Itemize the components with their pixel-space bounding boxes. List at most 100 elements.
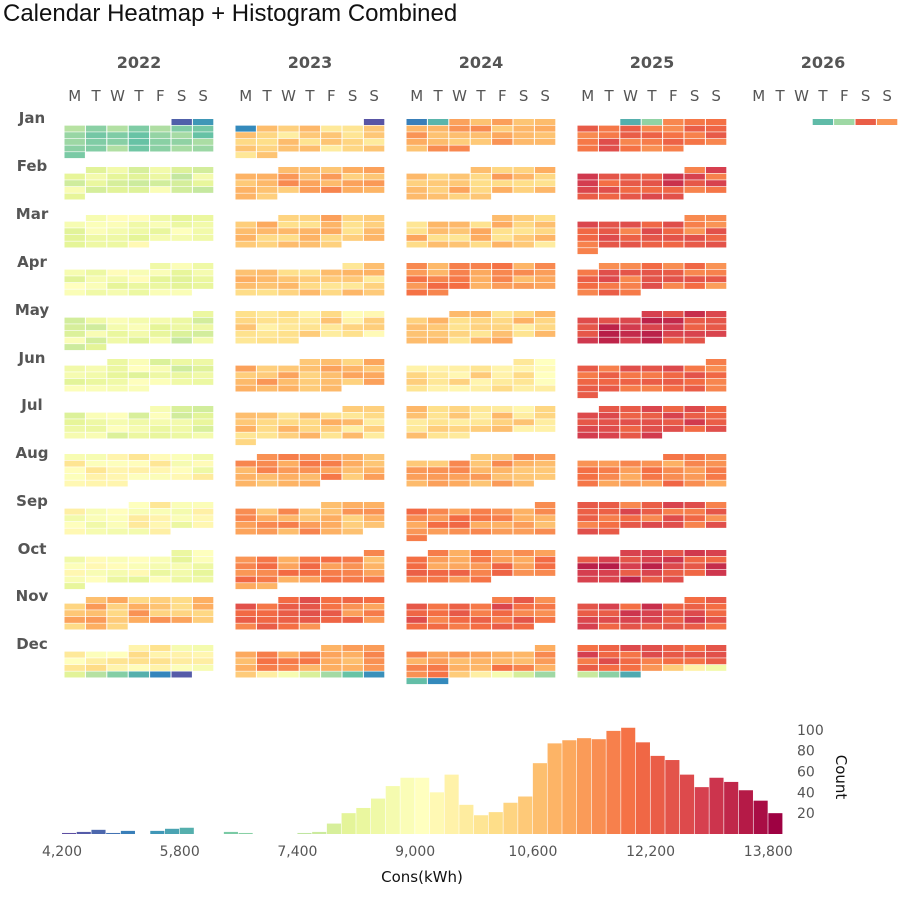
calendar-day-cell bbox=[598, 556, 620, 563]
calendar-day-cell bbox=[64, 372, 85, 379]
calendar-day-cell bbox=[705, 221, 727, 228]
calendar-day-cell bbox=[64, 145, 85, 152]
histogram-bar bbox=[621, 727, 636, 834]
month-label: Mar bbox=[16, 205, 49, 223]
calendar-day-cell bbox=[150, 234, 171, 241]
calendar-day-cell bbox=[299, 671, 321, 678]
calendar-day-cell bbox=[256, 365, 278, 372]
calendar-day-cell bbox=[705, 616, 727, 623]
calendar-day-cell bbox=[513, 623, 534, 630]
calendar-day-cell bbox=[663, 412, 684, 419]
calendar-day-cell bbox=[64, 432, 85, 439]
calendar-day-cell bbox=[705, 597, 727, 603]
calendar-day-cell bbox=[192, 330, 214, 337]
calendar-day-cell bbox=[64, 610, 85, 617]
calendar-day-cell bbox=[470, 521, 492, 528]
calendar-day-cell bbox=[342, 412, 363, 419]
calendar-day-cell bbox=[107, 576, 128, 583]
calendar-day-cell bbox=[598, 221, 620, 228]
calendar-day-cell bbox=[470, 556, 492, 563]
calendar-day-cell bbox=[427, 385, 449, 392]
calendar-day-cell bbox=[470, 528, 492, 535]
calendar-day-cell bbox=[534, 221, 556, 228]
calendar-day-cell bbox=[342, 378, 363, 385]
calendar-day-cell bbox=[513, 186, 534, 193]
calendar-day-cell bbox=[321, 419, 342, 426]
calendar-day-cell bbox=[235, 521, 256, 528]
calendar-day-cell bbox=[470, 425, 492, 432]
calendar-day-cell bbox=[684, 603, 705, 610]
calendar-day-cell bbox=[150, 521, 171, 528]
calendar-day-cell bbox=[406, 616, 427, 623]
calendar-day-cell bbox=[663, 337, 684, 344]
calendar-day-cell bbox=[85, 173, 107, 180]
calendar-day-cell bbox=[534, 569, 556, 576]
calendar-day-cell bbox=[427, 317, 449, 324]
calendar-day-cell bbox=[641, 664, 663, 671]
calendar-day-cell bbox=[107, 228, 128, 235]
calendar-day-cell bbox=[299, 234, 321, 241]
calendar-day-cell bbox=[534, 515, 556, 522]
calendar-day-cell bbox=[470, 337, 492, 344]
histogram-bar bbox=[753, 800, 768, 834]
month-label: Oct bbox=[18, 540, 47, 558]
calendar-day-cell bbox=[150, 502, 171, 508]
calendar-day-cell bbox=[406, 180, 427, 187]
calendar-day-cell bbox=[513, 372, 534, 379]
calendar-day-cell bbox=[321, 603, 342, 610]
calendar-day-cell bbox=[705, 317, 727, 324]
calendar-day-cell bbox=[513, 173, 534, 180]
histogram-bar bbox=[635, 742, 650, 834]
calendar-day-cell bbox=[449, 269, 470, 276]
calendar-day-cell bbox=[235, 563, 256, 570]
calendar-day-cell bbox=[192, 337, 214, 344]
calendar-day-cell bbox=[427, 556, 449, 563]
weekday-label: S bbox=[348, 87, 358, 105]
calendar-day-cell bbox=[427, 473, 449, 480]
calendar-day-cell bbox=[150, 221, 171, 228]
calendar-day-cell bbox=[492, 330, 513, 337]
histogram-bar bbox=[768, 813, 783, 834]
calendar-day-cell bbox=[663, 658, 684, 665]
calendar-day-cell bbox=[577, 432, 598, 439]
calendar-day-cell bbox=[492, 563, 513, 570]
calendar-day-cell bbox=[406, 289, 427, 296]
calendar-day-cell bbox=[705, 125, 727, 132]
weekday-label: W bbox=[281, 87, 296, 105]
calendar-day-cell bbox=[85, 454, 107, 460]
calendar-day-cell bbox=[492, 508, 513, 515]
calendar-day-cell bbox=[705, 550, 727, 556]
calendar-day-cell bbox=[299, 603, 321, 610]
calendar-day-cell bbox=[663, 385, 684, 392]
calendar-day-cell bbox=[192, 460, 214, 467]
calendar-day-cell bbox=[663, 610, 684, 617]
calendar-day-cell bbox=[85, 138, 107, 145]
calendar-day-cell bbox=[470, 378, 492, 385]
calendar-day-cell bbox=[577, 317, 598, 324]
calendar-day-cell bbox=[107, 186, 128, 193]
calendar-day-cell bbox=[406, 324, 427, 331]
calendar-day-cell bbox=[427, 282, 449, 289]
calendar-day-cell bbox=[449, 473, 470, 480]
calendar-day-cell bbox=[513, 138, 534, 145]
calendar-day-cell bbox=[85, 651, 107, 658]
calendar-day-cell bbox=[513, 234, 534, 241]
calendar-day-cell bbox=[641, 658, 663, 665]
calendar-day-cell bbox=[470, 480, 492, 487]
calendar-day-cell bbox=[171, 276, 192, 283]
calendar-day-cell bbox=[641, 276, 663, 283]
calendar-day-cell bbox=[598, 330, 620, 337]
calendar-day-cell bbox=[278, 651, 299, 658]
calendar-day-cell bbox=[577, 337, 598, 344]
calendar-day-cell bbox=[492, 119, 513, 125]
calendar-day-cell bbox=[620, 385, 641, 392]
calendar-day-cell bbox=[577, 180, 598, 187]
calendar-day-cell bbox=[278, 528, 299, 535]
calendar-day-cell bbox=[598, 480, 620, 487]
calendar-day-cell bbox=[171, 125, 192, 132]
calendar-day-cell bbox=[150, 528, 171, 535]
calendar-day-cell bbox=[513, 324, 534, 331]
calendar-day-cell bbox=[598, 432, 620, 439]
calendar-day-cell bbox=[128, 502, 150, 508]
calendar-day-cell bbox=[470, 563, 492, 570]
